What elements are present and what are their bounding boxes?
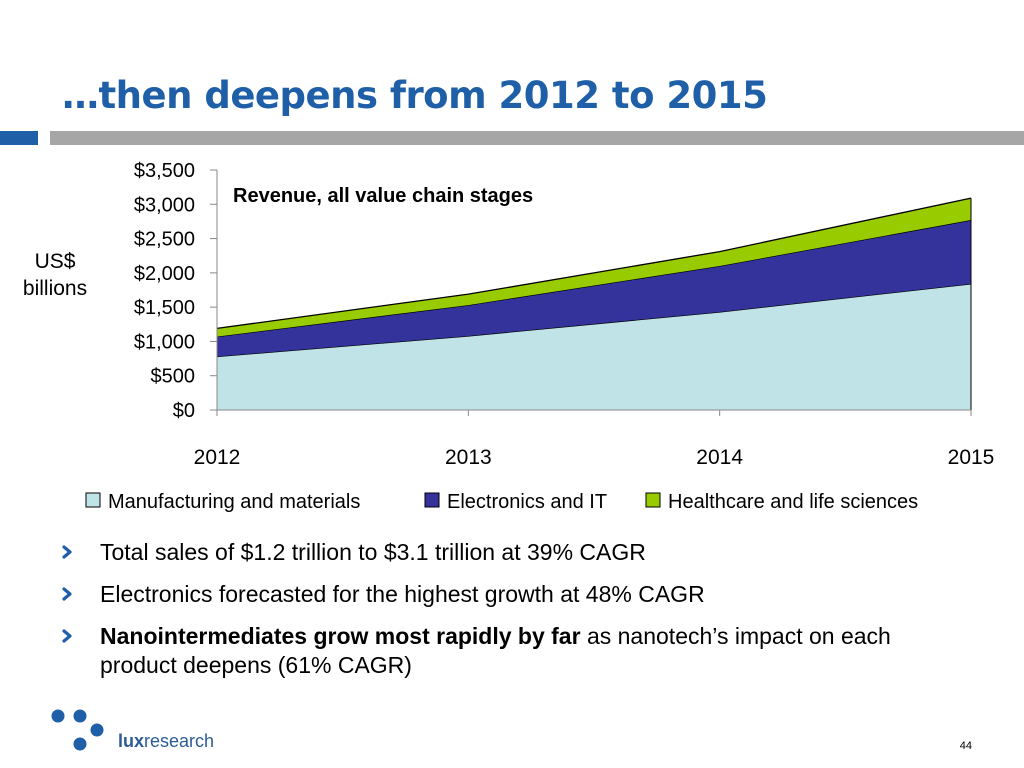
x-tick-label: 2013 (445, 446, 492, 469)
slide-title: …then deepens from 2012 to 2015 (62, 74, 768, 117)
title-rule (50, 131, 1024, 145)
bullet-item: Electronics forecasted for the highest g… (62, 580, 962, 609)
y-tick-label: $0 (173, 400, 195, 422)
bullet-list: Total sales of $1.2 trillion to $3.1 tri… (62, 538, 962, 693)
page-number: 44 (959, 740, 972, 752)
y-tick-label: $500 (151, 366, 196, 388)
bullet-item: Total sales of $1.2 trillion to $3.1 tri… (62, 538, 962, 567)
x-tick-label: 2014 (696, 446, 743, 469)
area-series-3-line (216, 197, 972, 330)
y-tick-label: $1,500 (134, 297, 195, 319)
x-tick-label: 2015 (948, 446, 995, 469)
legend-label-1: Manufacturing and materials (108, 491, 360, 513)
legend-swatch-1 (85, 492, 101, 508)
y-tick-label: $3,000 (134, 194, 195, 216)
legend-swatch-2 (424, 492, 440, 508)
bullet-bold-text: Nanointermediates grow most rapidly by f… (100, 623, 581, 649)
bullet-item: Nanointermediates grow most rapidly by f… (62, 622, 962, 680)
x-tick-label: 2012 (194, 446, 241, 469)
chart-title: Revenue, all value chain stages (233, 185, 533, 207)
revenue-area-chart: $0 $500 $1,000 $1,500 $2,000 $2,500 $3,000 $3,5… (85, 160, 995, 513)
y-tick-label: $3,500 (134, 160, 195, 182)
y-tick-label: $2,000 (134, 263, 195, 285)
chart-title-bold: Revenue (233, 185, 316, 207)
legend-label-3: Healthcare and life sciences (668, 491, 918, 513)
area-series-3 (217, 198, 971, 337)
area-series-1 (217, 283, 971, 410)
luxresearch-wordmark: luxresearch (118, 731, 214, 752)
logo-text-lux: lux (118, 731, 145, 751)
area-series-2 (217, 220, 971, 357)
legend-label-2: Electronics and IT (447, 491, 607, 513)
y-tick-label: $1,000 (134, 331, 195, 353)
chevron-right-icon (62, 629, 72, 643)
chevron-right-icon (62, 545, 72, 559)
legend-swatch-3 (645, 492, 661, 508)
bullet-text: as nanotech’s impact on each product dee… (100, 623, 891, 678)
chart-title-rest: , all value chain stages (316, 185, 533, 207)
y-axis-unit-label: US$ billions (22, 250, 88, 300)
bullet-text: Total sales of $1.2 trillion to $3.1 tri… (100, 539, 646, 565)
logo-text-research: research (144, 731, 215, 751)
luxresearch-logo-icon (51, 709, 104, 751)
chevron-right-icon (62, 587, 72, 601)
bullet-text: Electronics forecasted for the highest g… (100, 581, 705, 607)
title-rule-accent (0, 131, 38, 145)
y-tick-label: $2,500 (134, 229, 195, 251)
